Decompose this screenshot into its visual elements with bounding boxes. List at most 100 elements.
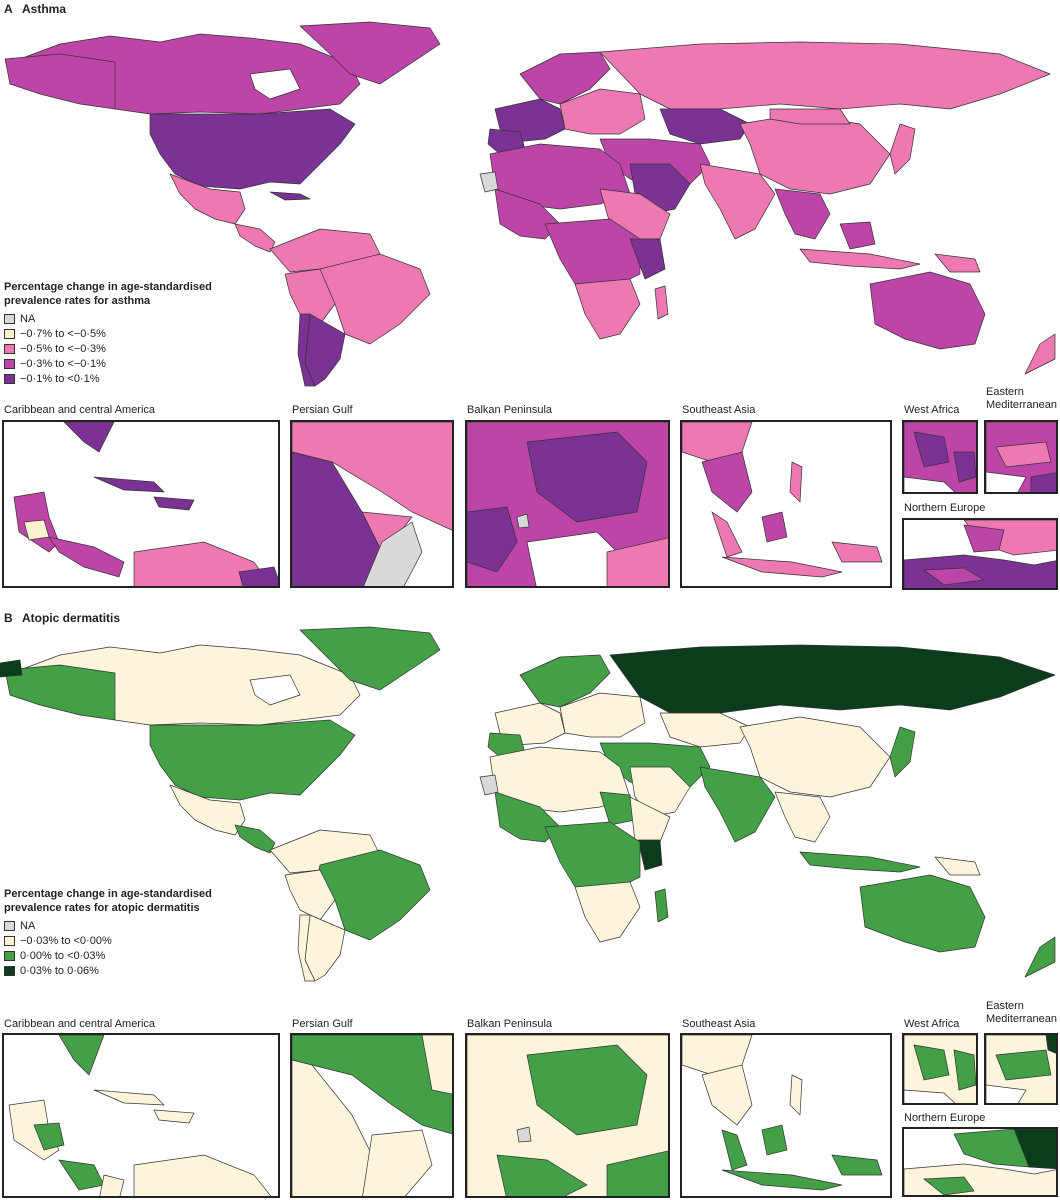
region-indonesia-borneo [839, 221, 876, 250]
inset-map [986, 422, 1056, 492]
inset-label-persian-gulf: Persian Gulf [292, 1018, 353, 1030]
inset-caribbean [2, 420, 280, 588]
legend-swatch [4, 328, 15, 339]
region-usa [149, 719, 356, 801]
region-west-africa [494, 188, 561, 240]
region-usa [149, 108, 356, 190]
inset-label-northern-europe: Northern Europe [904, 1112, 986, 1124]
world-map-asthma [4, 21, 1056, 387]
region-east-africa [629, 238, 666, 280]
panel-asthma: A Asthma [2, 2, 1058, 590]
inset-west-africa [902, 1033, 978, 1105]
region-kazakhstan [659, 108, 751, 145]
inset-map [8, 1035, 272, 1196]
region-new-zealand [1024, 333, 1056, 375]
region-eastern-europe [559, 692, 646, 738]
region-madagascar [654, 285, 669, 320]
legend-atopic-dermatitis: Percentage change in age-standardised pr… [4, 887, 254, 978]
legend-swatch [4, 313, 15, 324]
region-mongolia [769, 108, 851, 125]
inset-map [292, 1035, 452, 1196]
region-india [699, 163, 776, 240]
inset-label-eastern-med: Eastern Mediterranean [986, 1000, 1057, 1025]
region-central-america [234, 223, 276, 253]
region-greenland [299, 626, 441, 691]
panel-heading: B Atopic dermatitis [4, 611, 120, 625]
region-russia [609, 644, 1056, 714]
region-eastern-europe [559, 88, 646, 135]
inset-map [904, 520, 1056, 588]
legend-swatch [4, 935, 15, 946]
region-png [934, 253, 981, 273]
inset-northern-europe [902, 1127, 1058, 1197]
inset-label-balkan: Balkan Peninsula [467, 404, 553, 416]
region-southeast-asia [774, 188, 831, 240]
panel-letter: B [4, 611, 13, 625]
inset-label-west-africa: West Africa [904, 1018, 960, 1030]
inset-persian-gulf [290, 420, 454, 588]
region-far-west-russia [0, 659, 23, 678]
region-png [934, 856, 981, 876]
region-indonesia [799, 248, 921, 270]
inset-label-eastern-med: Eastern Mediterranean [986, 386, 1057, 411]
legend-label: −0·7% to <−0·5% [20, 327, 106, 340]
inset-map [904, 1129, 1056, 1195]
legend-item-na: NA [4, 918, 254, 933]
inset-map [682, 1035, 883, 1191]
region-kenya [637, 839, 663, 871]
region-new-zealand [1024, 936, 1056, 978]
panel-heading: A Asthma [4, 2, 66, 16]
inset-balkan [465, 420, 670, 588]
region-kazakhstan [659, 712, 751, 748]
region-indonesia [799, 851, 921, 873]
legend-label: −0·03% to <0·00% [20, 934, 112, 947]
region-hudson-bay [249, 674, 301, 706]
inset-label-caribbean: Caribbean and central America [4, 1018, 156, 1030]
panel-letter: A [4, 2, 13, 16]
panel-atopic-dermatitis: B Atopic dermatitis [0, 605, 1060, 1200]
inset-west-africa [902, 420, 978, 494]
panel-title: Asthma [22, 2, 67, 16]
inset-map [13, 422, 278, 586]
region-west-africa [494, 791, 561, 843]
inset-map [467, 422, 668, 586]
legend-label: −0·3% to <−0·1% [20, 357, 106, 370]
inset-southeast-asia [680, 1033, 892, 1198]
region-china [739, 716, 891, 798]
legend-swatch [4, 343, 15, 354]
legend-swatch [4, 373, 15, 384]
legend-item-1: −0·7% to <−0·5% [4, 326, 254, 341]
region-southern-africa [574, 881, 641, 943]
region-southern-africa [574, 278, 641, 340]
inset-label-northern-europe: Northern Europe [904, 502, 986, 514]
region-australia [869, 271, 986, 350]
region-argentina [304, 914, 346, 982]
legend-label: 0·00% to <0·03% [20, 949, 106, 962]
region-scandinavia [519, 51, 611, 105]
inset-map [904, 1035, 976, 1103]
legend-label: −0·5% to <−0·3% [20, 342, 106, 355]
legend-title: Percentage change in age-standardised pr… [4, 281, 212, 307]
legend-swatch [4, 358, 15, 369]
inset-eastern-med [984, 420, 1058, 494]
region-alaska [4, 53, 116, 110]
legend-item-2: 0·00% to <0·03% [4, 948, 254, 963]
legend-item-1: −0·03% to <0·00% [4, 933, 254, 948]
inset-map [292, 422, 452, 586]
inset-map [986, 1035, 1056, 1103]
legend-item-2: −0·5% to <−0·3% [4, 341, 254, 356]
region-madagascar [654, 888, 669, 923]
inset-label-southeast-asia: Southeast Asia [682, 1018, 756, 1030]
region-greenland [299, 21, 441, 85]
inset-label-caribbean: Caribbean and central America [4, 404, 156, 416]
region-chile [297, 313, 316, 387]
inset-map [904, 422, 976, 492]
region-india [699, 766, 776, 843]
region-cuba [269, 191, 311, 201]
inset-southeast-asia [680, 420, 892, 588]
legend-label: 0·03% to 0·06% [20, 964, 99, 977]
legend-swatch [4, 920, 15, 931]
inset-map [467, 1035, 668, 1196]
legend-title: Percentage change in age-standardised pr… [4, 888, 212, 914]
inset-northern-europe [902, 518, 1058, 590]
